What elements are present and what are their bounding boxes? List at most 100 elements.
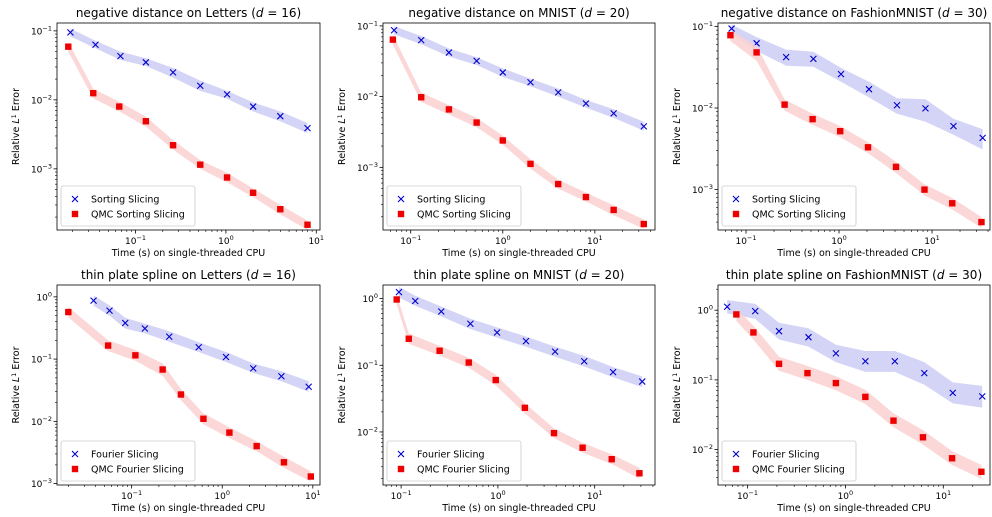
y-axis-label: Relative L1 Error — [336, 88, 348, 165]
series-2-point — [640, 220, 647, 228]
y-tick-label: 10−2 — [357, 425, 378, 438]
series-2-point — [555, 180, 562, 188]
series-2-point — [892, 163, 900, 171]
series-1-point — [117, 52, 124, 60]
series-2-point — [978, 218, 985, 226]
legend-marker-1 — [397, 195, 405, 203]
x-tick-label: 101 — [924, 234, 940, 247]
y-tick-label: 10−1 — [692, 20, 713, 33]
series-1-point — [390, 26, 398, 34]
legend-label-1: Fourier Slicing — [91, 450, 159, 461]
series-2-point — [473, 119, 480, 126]
series-band-1 — [70, 28, 308, 134]
legend-label-2: QMC Fourier Slicing — [417, 465, 510, 476]
legend-label-1: Sorting Slicing — [91, 195, 159, 206]
series-2-point — [890, 417, 897, 424]
series-2-point — [159, 366, 166, 373]
series-2-point — [492, 376, 499, 384]
series-2-point — [727, 31, 734, 39]
y-axis-label: Relative L1 Error — [10, 88, 22, 165]
series-1-point — [782, 53, 790, 61]
series-band-2 — [396, 294, 640, 479]
y-axis: 10−3 10−2 10−1 100 Relative L1 Error — [10, 290, 57, 490]
legend-label-2: QMC Fourier Slicing — [752, 465, 845, 476]
series-1-point — [437, 308, 445, 315]
series-band-1 — [727, 300, 983, 408]
axes-frame — [56, 284, 321, 486]
series-2-point — [226, 429, 233, 436]
series-band-1 — [731, 24, 983, 150]
x-tick-label: 100 — [831, 234, 847, 247]
series-1-point — [305, 383, 313, 391]
chart-panel-3: negative distance on FashionMNIST (d = 3… — [671, 6, 991, 259]
series-2-point — [465, 359, 472, 366]
y-tick-label: 100 — [362, 292, 378, 305]
legend: Fourier Slicing QMC Fourier Slicing — [386, 440, 522, 482]
series-1-point — [195, 343, 203, 351]
series-2-point — [277, 206, 284, 213]
series-2-point — [948, 455, 956, 462]
series-1-point — [893, 101, 901, 109]
y-axis-label: Relative L1 Error — [671, 88, 683, 165]
series-1-point — [640, 122, 648, 130]
x-tick-label: 100 — [214, 489, 230, 502]
series-2-point — [169, 142, 177, 149]
legend: Fourier Slicing QMC Fourier Slicing — [721, 440, 857, 482]
series-2-point — [436, 347, 443, 354]
series-1-point — [499, 69, 507, 76]
x-tick-label: 10−1 — [735, 234, 756, 247]
x-axis-label: Time (s) on single-threaded CPU — [776, 503, 930, 514]
y-axis: 10−2 10−1 100 Relative L1 Error — [671, 288, 718, 478]
series-1-point — [445, 49, 453, 56]
series-1-point — [950, 122, 957, 130]
series-band-1 — [394, 26, 644, 131]
y-axis: 10−3 10−2 10−1 Relative L1 Error — [10, 24, 57, 218]
series-1-point — [580, 357, 588, 365]
legend-marker-1 — [732, 450, 740, 458]
legend-marker-2 — [71, 465, 79, 473]
series-1-point — [67, 29, 74, 36]
series-2-point — [864, 144, 872, 151]
legend-box — [721, 185, 857, 227]
series-2-point — [775, 360, 783, 368]
series-1-point — [473, 57, 481, 65]
x-tick-label: 10−1 — [737, 489, 758, 502]
legend-label-2: QMC Fourier Slicing — [91, 465, 184, 476]
legend: Sorting Slicing QMC Sorting Slicing — [386, 185, 522, 227]
series-2-point — [832, 379, 840, 387]
series-2-point — [862, 393, 869, 401]
series-1-point — [395, 288, 403, 296]
series-2-point — [65, 308, 72, 316]
series-2-point — [132, 352, 139, 359]
series-2-point — [521, 404, 529, 412]
series-1-point — [411, 297, 419, 305]
series-1-point — [610, 109, 618, 117]
series-1-point — [723, 303, 731, 311]
y-axis-label: Relative L1 Error — [10, 346, 22, 423]
axes-frame — [56, 22, 321, 231]
series-1-point — [417, 36, 425, 44]
series-2-point — [527, 160, 534, 168]
series-2-point — [804, 369, 811, 377]
series-2-point — [249, 189, 257, 196]
x-axis-label: Time (s) on single-threaded CPU — [776, 248, 930, 259]
series-2-point — [177, 391, 185, 398]
legend-marker-2 — [732, 465, 740, 473]
y-tick-label: 10−3 — [692, 183, 713, 196]
legend: Sorting Slicing QMC Sorting Slicing — [721, 185, 857, 227]
y-tick-label: 10−1 — [357, 19, 378, 32]
x-tick-label: 100 — [495, 234, 511, 247]
series-1-point — [979, 134, 987, 142]
x-tick-label: 101 — [587, 489, 603, 502]
series-2-point — [978, 468, 985, 475]
y-tick-label: 10−2 — [692, 443, 713, 456]
series-2-point — [445, 106, 453, 113]
y-tick-label: 10−1 — [31, 24, 52, 37]
legend-label-1: Fourier Slicing — [417, 450, 485, 461]
x-tick-label: 10−1 — [125, 234, 146, 247]
series-1-point — [891, 357, 899, 365]
axes-frame — [382, 22, 656, 231]
